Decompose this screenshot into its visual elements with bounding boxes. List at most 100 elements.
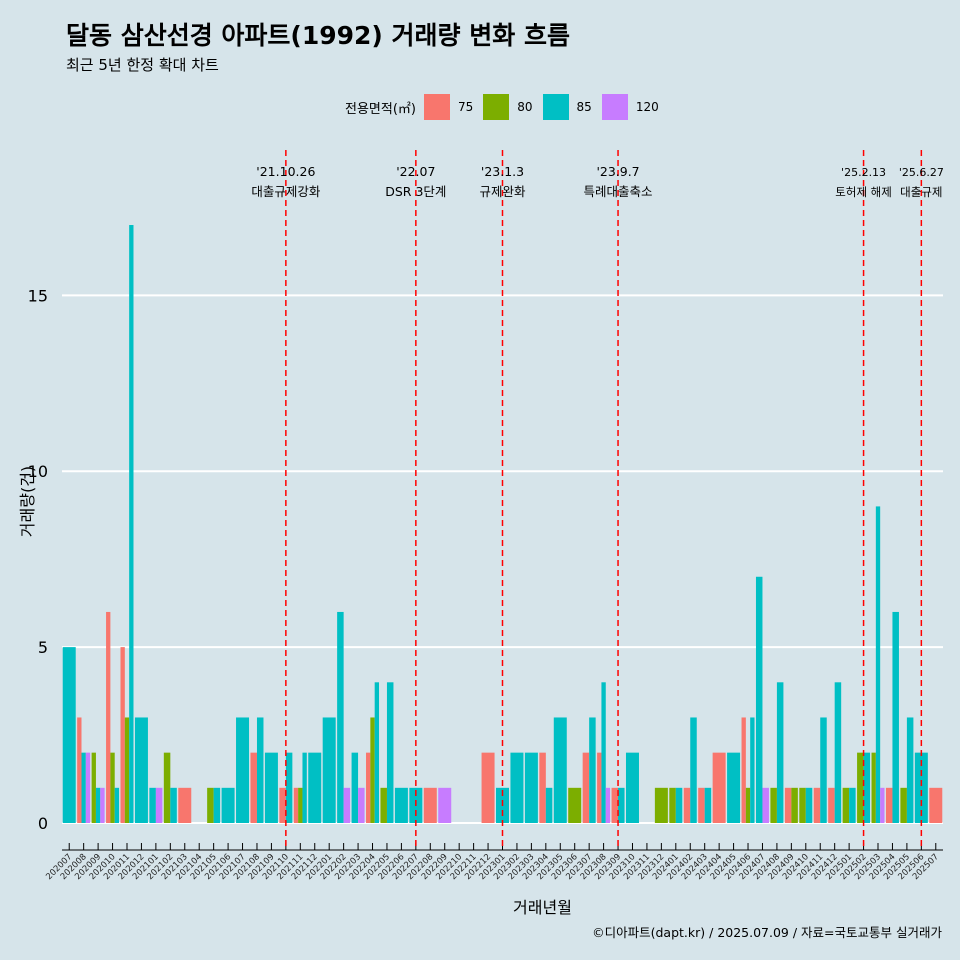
bar-75-202507: [929, 787, 943, 823]
legend-label-80: 80: [517, 100, 533, 114]
bar-85-202406: [750, 717, 755, 823]
bar-85-202302: [510, 752, 524, 823]
bar-80-202401: [669, 787, 676, 823]
bar-85-202106: [221, 787, 235, 823]
bar-85-202305: [553, 717, 567, 823]
y-tick-label: 5: [38, 638, 48, 657]
bar-75-202110: [279, 787, 286, 823]
bar-75-202208: [423, 787, 437, 823]
bar-85-202303: [524, 752, 538, 823]
bar-85-202304: [545, 787, 553, 823]
bar-75-202111: [293, 787, 299, 823]
bar-85-202410: [805, 787, 813, 823]
bar-80-202306: [568, 787, 582, 823]
bar-85-202201: [322, 717, 336, 823]
bar-80-202204: [370, 717, 375, 823]
bar-80-202010: [110, 752, 115, 823]
bar-75-202412: [828, 787, 835, 823]
bar-85-202412: [834, 682, 842, 823]
legend-title: 전용면적(㎡): [345, 101, 416, 117]
bar-75-202108: [250, 752, 257, 823]
bar-80-202102: [163, 752, 171, 823]
bar-80-202406: [745, 787, 751, 823]
bar-80-202105: [207, 787, 214, 823]
bar-120-202209: [438, 787, 452, 823]
bar-80-202312: [654, 787, 668, 823]
bar-80-202009: [91, 752, 96, 823]
bar-85-202109: [264, 752, 278, 823]
bar-120-202009: [100, 787, 105, 823]
bar-85-202308: [601, 682, 606, 823]
bar-75-202402: [683, 787, 691, 823]
event-date-label: '22.07: [396, 164, 435, 179]
bar-80-202111: [298, 787, 303, 823]
bar-75-202212: [481, 752, 495, 823]
bar-85-202101: [149, 787, 156, 823]
bar-85-202110: [285, 752, 293, 823]
bar-80-202410: [799, 787, 806, 823]
bar-75-202309: [611, 787, 619, 823]
event-label: 규제완화: [479, 184, 526, 199]
bar-85-202107: [236, 717, 250, 823]
bar-85-202307: [589, 717, 596, 823]
legend-label-75: 75: [457, 100, 474, 114]
bar-75-202409: [784, 787, 792, 823]
bar-85-202202: [337, 611, 344, 823]
event-date-label: '25.6.27: [899, 166, 944, 179]
event-date-label: '25.2.13: [841, 166, 886, 179]
legend-item-75: 75: [423, 94, 474, 120]
legend-key-85: [542, 94, 569, 120]
bar-85-202502: [863, 752, 871, 823]
legend-item-85: 85: [542, 94, 592, 120]
bar-85-202411: [820, 717, 827, 823]
bar-85-202505: [906, 717, 914, 823]
bar-85-202205: [386, 682, 394, 823]
event-label: DSR 3단계: [385, 184, 446, 199]
bar-80-202409: [791, 787, 798, 823]
bar-85-202405: [727, 752, 741, 823]
bar-75-202403: [698, 787, 705, 823]
bar-75-202103: [178, 787, 192, 823]
bar-85-202008: [81, 752, 86, 823]
bar-85-202203: [351, 752, 359, 823]
bar-120-202101: [155, 787, 163, 823]
bar-120-202202: [343, 787, 351, 823]
bar-80-202505: [900, 787, 907, 823]
bar-80-202011: [124, 717, 130, 823]
bar-85-202009: [95, 787, 101, 823]
bar-75-202304: [539, 752, 546, 823]
event-label: 대출규제강화: [251, 184, 321, 199]
y-tick-label: 15: [28, 286, 48, 305]
event-date-label: '23.1.3: [481, 164, 524, 179]
bar-85-202111: [302, 752, 307, 823]
bar-85-202011: [129, 225, 134, 823]
bar-80-202408: [770, 787, 777, 823]
legend-key-120: [601, 94, 628, 120]
bar-85-202401: [675, 787, 683, 823]
bar-80-202502: [857, 752, 864, 823]
legend-label-85: 85: [576, 100, 592, 114]
bar-85-202503: [875, 506, 881, 823]
bar-85-202310: [625, 752, 639, 823]
bar-75-202010: [106, 611, 111, 823]
legend: 전용면적(㎡) 75 80 85 120: [345, 94, 669, 120]
bar-80-202503: [871, 752, 876, 823]
bar-75-202404: [712, 752, 726, 823]
event-date-label: '21.10.26: [256, 164, 315, 179]
event-label: 대출규제: [900, 185, 942, 199]
bar-75-202204: [366, 752, 371, 823]
bar-75-202008: [77, 717, 82, 823]
bar-85-202012: [134, 717, 148, 823]
bar-75-202011: [120, 647, 125, 823]
bar-85-202408: [776, 682, 784, 823]
bar-75-202411: [813, 787, 821, 823]
legend-item-120: 120: [601, 94, 659, 120]
bar-85-202501: [849, 787, 856, 823]
bar-120-202503: [880, 787, 885, 823]
bar-85-202102: [170, 787, 177, 823]
y-tick-label: 10: [28, 462, 48, 481]
bar-75-202308: [597, 752, 602, 823]
bar-85-202403: [704, 787, 712, 823]
legend-label-120: 120: [635, 100, 659, 114]
